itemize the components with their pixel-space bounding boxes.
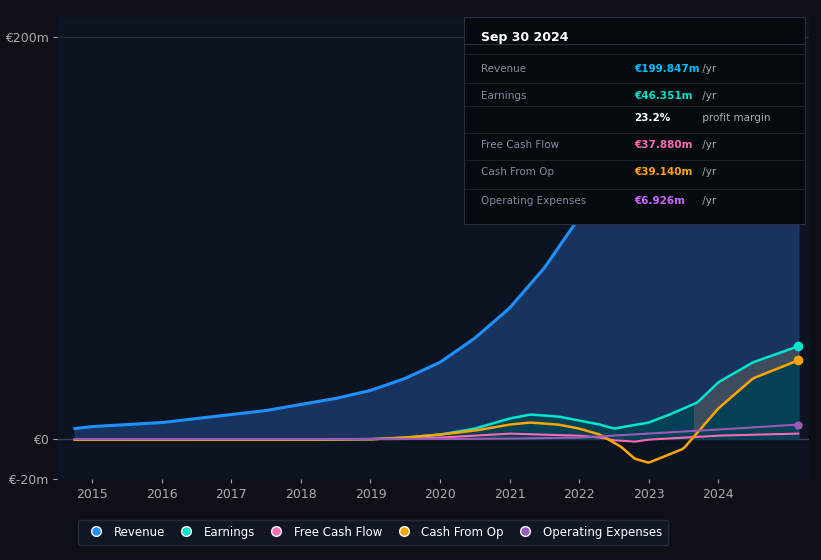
Text: Cash From Op: Cash From Op [481,167,554,177]
Text: €39.140m: €39.140m [635,167,693,177]
Text: 23.2%: 23.2% [635,113,671,123]
Text: Revenue: Revenue [481,64,526,73]
Text: profit margin: profit margin [699,113,770,123]
Text: Operating Expenses: Operating Expenses [481,196,586,206]
Text: €199.847m: €199.847m [635,64,699,73]
Text: €46.351m: €46.351m [635,91,693,101]
Legend: Revenue, Earnings, Free Cash Flow, Cash From Op, Operating Expenses: Revenue, Earnings, Free Cash Flow, Cash … [78,520,668,544]
Text: /yr: /yr [699,196,716,206]
Text: Earnings: Earnings [481,91,526,101]
Text: €37.880m: €37.880m [635,140,693,150]
Text: /yr: /yr [699,91,716,101]
Text: /yr: /yr [699,140,716,150]
Text: Sep 30 2024: Sep 30 2024 [481,31,568,44]
Text: €6.926m: €6.926m [635,196,686,206]
Text: /yr: /yr [699,64,716,73]
Text: /yr: /yr [699,167,716,177]
Text: Free Cash Flow: Free Cash Flow [481,140,559,150]
